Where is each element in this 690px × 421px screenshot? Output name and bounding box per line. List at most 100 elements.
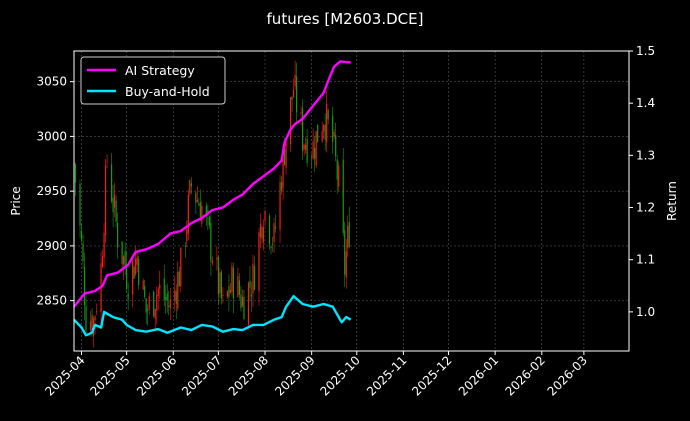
candle-body <box>253 265 256 290</box>
candle-body <box>95 310 98 312</box>
candle-body <box>132 260 134 295</box>
candle-body <box>311 156 313 158</box>
candle-body <box>294 74 296 87</box>
candle-body <box>262 226 265 243</box>
candle-body <box>302 108 304 151</box>
candle-body <box>201 205 203 224</box>
candle-body <box>335 135 337 157</box>
candle-body <box>85 306 87 331</box>
series-line-ai-strategy <box>73 60 351 308</box>
candle-body <box>345 251 347 278</box>
candle-body <box>79 183 81 226</box>
candle-body <box>148 296 150 310</box>
candle-body <box>180 247 182 287</box>
candle-body <box>80 231 83 239</box>
candle-body <box>169 299 171 309</box>
candle-body <box>190 183 192 187</box>
candle-body <box>317 124 319 143</box>
candle-body <box>348 221 350 247</box>
candle-body <box>156 295 158 311</box>
y-left-tick-label: 3050 <box>36 75 67 89</box>
candle-body <box>123 256 125 265</box>
y-axis-label-left: Price <box>9 186 23 215</box>
legend: AI Strategy Buy-and-Hold <box>80 56 226 105</box>
candle-body <box>147 309 149 311</box>
candle-body <box>175 291 177 304</box>
chart-title: futures [M2603.DCE] <box>267 10 424 28</box>
y-left-tick-label: 3000 <box>36 129 67 143</box>
y-axis-label-right: Return <box>665 181 679 221</box>
y-right-tick-label: 1.3 <box>636 148 655 162</box>
candle-body <box>249 280 251 288</box>
candle-body <box>332 115 334 142</box>
candle-body <box>238 280 241 295</box>
candle-body <box>91 314 93 334</box>
candle-body <box>106 160 108 162</box>
series-layer <box>73 60 352 337</box>
candle-body <box>216 257 218 260</box>
candle-body <box>195 192 197 203</box>
candle-body <box>327 110 329 120</box>
candle-body <box>243 297 245 320</box>
candle-body <box>101 256 104 267</box>
candle-body <box>174 289 176 301</box>
candle-body <box>82 243 84 261</box>
candle-body <box>127 293 129 300</box>
candle-body <box>166 293 168 301</box>
candle-body <box>94 316 96 321</box>
candle-body <box>229 289 232 293</box>
candle-body <box>219 272 221 293</box>
candle-body <box>312 141 314 159</box>
candle-body <box>285 141 287 168</box>
candle-body <box>250 294 253 297</box>
candle-body <box>259 223 262 238</box>
candle-body <box>342 159 344 233</box>
candle-body <box>336 159 338 180</box>
candle-body <box>292 90 295 98</box>
candle-body <box>168 305 170 307</box>
candle-body <box>186 229 188 242</box>
legend-label-ai-strategy: AI Strategy <box>125 63 195 78</box>
candle-body <box>273 223 275 242</box>
candle-body <box>208 216 210 226</box>
y-left-tick-label: 2850 <box>36 294 67 308</box>
candle-body <box>196 200 198 202</box>
candle-body <box>117 223 119 248</box>
candle-body <box>217 256 219 295</box>
candle-body <box>133 266 135 279</box>
candle-body <box>114 194 116 208</box>
candle-body <box>333 132 335 137</box>
candle-body <box>178 271 180 287</box>
candle-body <box>126 264 128 289</box>
candle-body <box>144 286 146 298</box>
candle-body <box>163 278 165 300</box>
y-right-tick-label: 1.1 <box>636 253 655 267</box>
candle-body <box>153 291 155 317</box>
candle-body <box>268 215 271 245</box>
candle-body <box>241 296 244 307</box>
candle-body <box>279 182 281 230</box>
candle-body <box>305 144 307 151</box>
candle-body <box>237 275 239 297</box>
candle-body <box>271 243 274 245</box>
candle-body <box>177 271 179 309</box>
candle-body <box>111 164 113 202</box>
candle-body <box>220 271 222 299</box>
candle-body <box>231 266 233 292</box>
candle-body <box>306 138 308 163</box>
candle-body <box>326 103 328 143</box>
legend-box <box>80 56 226 105</box>
candle-body <box>121 241 123 264</box>
candle-body <box>74 164 77 183</box>
candle-body <box>314 147 316 159</box>
candle-body <box>247 282 250 325</box>
candle-body <box>103 232 105 258</box>
legend-label-buy-and-hold: Buy-and-Hold <box>125 84 210 99</box>
candle-body <box>83 266 86 306</box>
candle-body <box>104 165 107 236</box>
candle-body <box>240 294 242 309</box>
candle-body <box>199 202 201 221</box>
candle-body <box>135 258 137 275</box>
candle-body <box>232 268 235 299</box>
candle-body <box>222 295 224 296</box>
